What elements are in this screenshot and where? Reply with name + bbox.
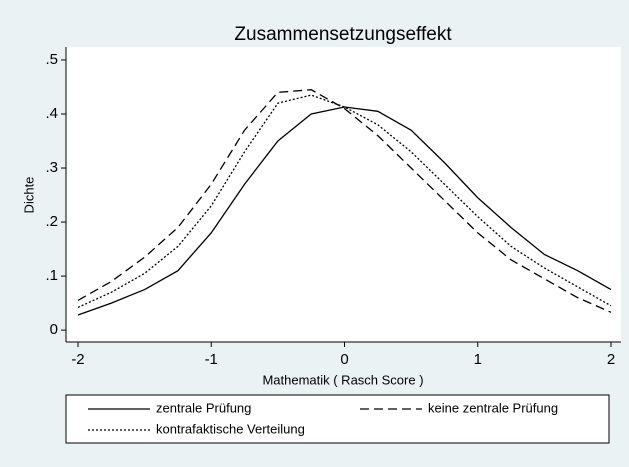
x-tick-label: 2 (607, 351, 615, 368)
legend-label: zentrale Prüfung (156, 400, 251, 415)
x-tick-label: -2 (71, 351, 84, 368)
y-tick-label: .1 (45, 267, 58, 284)
x-axis-label: Mathematik ( Rasch Score ) (262, 372, 423, 387)
y-tick-label: .5 (45, 51, 58, 68)
y-tick-label: .2 (45, 213, 58, 230)
series-line (77, 89, 612, 313)
legend-label: kontrafaktische Verteilung (156, 421, 305, 436)
y-tick-label: .4 (45, 105, 58, 122)
legend-label: keine zentrale Prüfung (428, 400, 558, 415)
y-axis-label: Dichte (21, 177, 36, 214)
plot-area (66, 47, 621, 342)
y-tick-label: 0 (50, 321, 58, 338)
series-line (77, 94, 612, 309)
y-tick-label: .3 (45, 159, 58, 176)
chart-title: Zusammensetzungseffekt (234, 24, 452, 45)
legend (65, 394, 610, 444)
x-tick-label: 1 (474, 351, 482, 368)
series-line (77, 106, 612, 316)
x-tick-label: -1 (205, 351, 218, 368)
x-tick-label: 0 (340, 351, 348, 368)
